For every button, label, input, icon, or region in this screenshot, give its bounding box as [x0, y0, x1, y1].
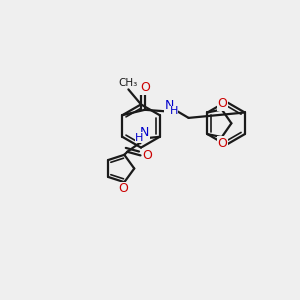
Text: H: H	[135, 133, 143, 143]
Text: O: O	[218, 97, 227, 110]
Text: H: H	[169, 106, 178, 116]
Text: CH₃: CH₃	[118, 78, 137, 88]
Text: O: O	[118, 182, 128, 195]
Text: O: O	[218, 136, 227, 150]
Text: O: O	[140, 81, 150, 94]
Text: N: N	[164, 99, 174, 112]
Text: N: N	[140, 126, 149, 139]
Text: O: O	[142, 149, 152, 162]
